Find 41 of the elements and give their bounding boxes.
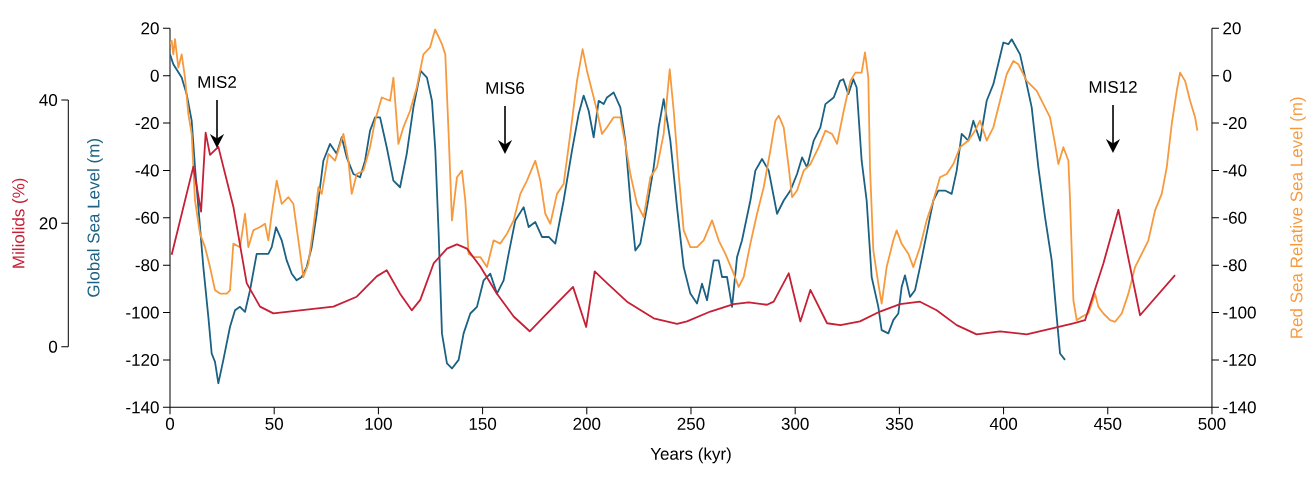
y-tick-label: -120 [126,353,159,366]
x-tick-label: 200 [573,417,601,430]
x-tick-label: 100 [365,417,392,430]
y3-tick-label: 0 [48,340,58,353]
x-tick-label: 400 [989,417,1018,430]
y-tick-label: -40 [135,164,159,177]
x-tick-label: 150 [469,417,497,430]
x-tick-label: 50 [265,417,283,430]
annotation: MIS12 [1089,80,1137,94]
x-tick-label: 250 [677,417,705,430]
x-tick-label: 350 [885,417,913,430]
y2-tick-label: -120 [1223,353,1256,366]
y2-tick-label: -40 [1223,164,1247,177]
annotation: MIS6 [486,81,525,95]
y2-axis-title: Red Sea Relative Sea Level (m) [1290,97,1306,338]
y2-tick-label: 20 [1223,22,1241,35]
y-tick-label: -80 [135,259,159,272]
y-axis-title: Global Sea Level (m) [87,139,103,297]
x-axis-title: Years (kyr) [650,447,731,464]
y-tick-label: -100 [126,306,159,319]
annotation: MIS2 [198,75,236,89]
y-tick-label: 0 [150,69,159,82]
x-tick-label: 0 [165,417,175,430]
y-tick-label: -140 [126,401,159,414]
x-tick-label: 500 [1198,417,1226,430]
y2-tick-label: 0 [1223,69,1232,82]
y2-tick-label: -100 [1223,306,1256,319]
y2-tick-label: -140 [1223,401,1256,414]
y2-tick-label: -60 [1223,211,1247,224]
y3-tick-label: 20 [39,217,58,230]
y2-tick-label: -80 [1223,259,1247,272]
y3-axis-title: Miliolids (%) [12,178,28,268]
x-tick-label: 450 [1093,417,1122,430]
y-tick-label: -60 [135,211,159,224]
line-series [170,28,1199,323]
y-tick-label: -20 [135,117,159,130]
x-tick-label: 300 [781,417,809,430]
y3-tick-label: 40 [39,93,58,107]
y2-tick-label: -20 [1223,117,1247,130]
y-tick-label: 20 [141,22,159,35]
line-series [170,131,1176,336]
